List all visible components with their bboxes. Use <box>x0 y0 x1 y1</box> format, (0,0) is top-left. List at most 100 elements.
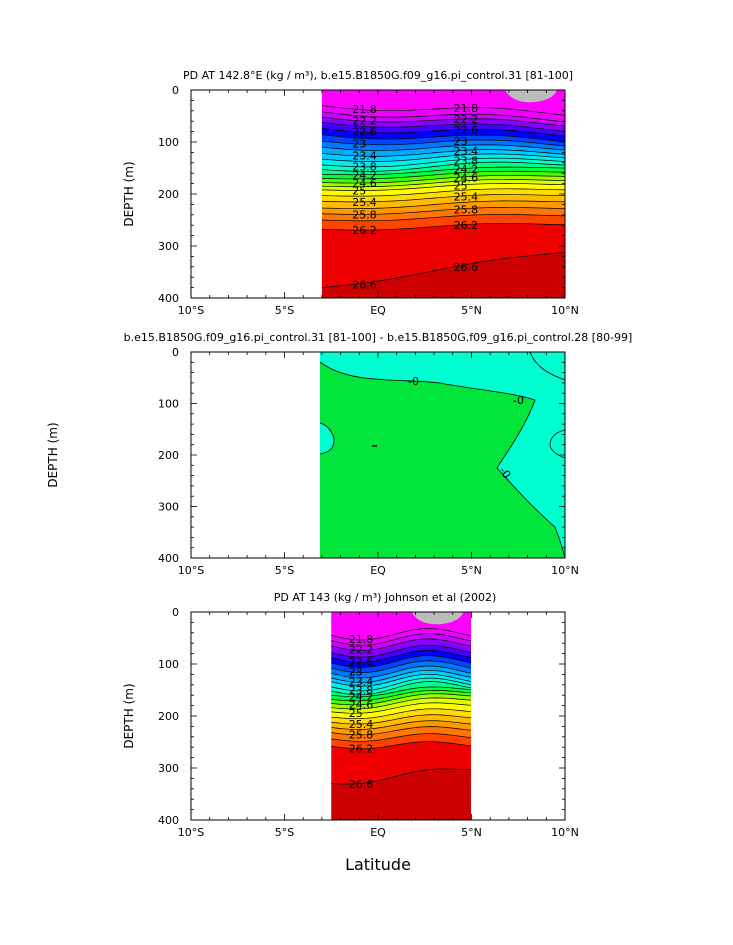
contour-label: 23.8 <box>352 161 377 174</box>
contour-label: 24.6 <box>349 699 374 712</box>
isopycnal-line <box>321 134 565 143</box>
contour-label: 24.2 <box>349 691 374 704</box>
y-tick-label: 400 <box>158 292 179 305</box>
panel2-ylabel: DEPTH (m) <box>46 422 60 487</box>
y-tick-label: 100 <box>158 398 179 411</box>
x-tick-label: 10°S <box>178 564 204 577</box>
density-band <box>331 628 471 646</box>
density-band <box>331 726 471 742</box>
density-band <box>321 200 565 215</box>
density-band <box>331 681 471 697</box>
x-tick-label: 5°S <box>275 826 294 839</box>
isopycnal-line <box>331 741 471 750</box>
density-band <box>331 702 471 719</box>
x-tick-label: 10°N <box>551 564 579 577</box>
isopycnal-line <box>321 111 565 123</box>
density-band <box>321 167 565 179</box>
x-tick-label: 5°N <box>461 564 482 577</box>
contour-label: 23 <box>454 135 468 148</box>
isopycnal-line <box>331 726 471 736</box>
isopycnal-line <box>321 179 565 188</box>
contour-label: 26.2 <box>454 219 479 232</box>
density-band <box>321 158 565 172</box>
panel-model-difference: b.e15.B1850G.f09_g16.pi_control.31 [81-1… <box>46 331 632 577</box>
x-tick-label: 10°N <box>551 304 579 317</box>
density-band <box>321 105 565 122</box>
x-axis-label: Latitude <box>345 855 411 874</box>
isopycnal-line <box>331 633 471 646</box>
panel1-axes: 10°S 5°S EQ 5°N 10°N 0 100 200 300 400 <box>158 84 579 317</box>
isopycnal-line <box>321 251 565 288</box>
density-band <box>331 660 471 678</box>
density-band <box>321 214 565 231</box>
x-tick-label: 5°N <box>461 826 482 839</box>
missing-data-patch <box>411 612 464 625</box>
isopycnal-line <box>331 689 471 702</box>
density-band <box>331 666 471 683</box>
contour-label: 22.2 <box>352 114 377 127</box>
panel2-contour-lines <box>320 352 565 558</box>
isopycnal-line <box>321 116 565 127</box>
density-band <box>321 207 565 221</box>
isopycnal-line <box>331 708 471 720</box>
contour-label: 23.4 <box>349 676 374 689</box>
panel2-negative-region-top <box>320 352 565 558</box>
contour-label: 23 <box>349 666 363 679</box>
contour-label: 21.8 <box>352 103 377 116</box>
panel2-contour-label: -0 <box>408 375 419 388</box>
isopycnal-line <box>331 665 471 679</box>
panel3-ylabel: DEPTH (m) <box>122 683 136 748</box>
isopycnal-line <box>321 128 565 137</box>
panel2-zero-line-topright <box>529 352 565 381</box>
panel2-contour-label: -0 <box>513 394 524 407</box>
contour-label: 25 <box>352 184 366 197</box>
y-tick-label: 400 <box>158 814 179 827</box>
isopycnal-line <box>331 674 471 687</box>
isopycnal-line <box>321 149 565 157</box>
density-band <box>321 171 565 184</box>
isopycnal-line <box>321 200 565 209</box>
isopycnal-line <box>321 175 565 184</box>
isopycnal-line <box>321 223 565 231</box>
panel2-axes: 10°S 5°S EQ 5°N 10°N 0 100 200 300 400 <box>158 346 579 577</box>
density-band <box>331 693 471 709</box>
x-tick-label: EQ <box>370 826 386 839</box>
panel2-negative-region-left <box>320 423 334 454</box>
contour-label: 25 <box>349 707 363 720</box>
density-band <box>331 697 471 714</box>
density-band <box>321 179 565 191</box>
isopycnal-line <box>331 677 471 692</box>
density-band <box>331 708 471 725</box>
density-band <box>331 741 471 785</box>
panel1-title: PD AT 142.8°E (kg / m³), b.e15.B1850G.f0… <box>183 69 573 82</box>
panel-model-density: PD AT 142.8°E (kg / m³), b.e15.B1850G.f0… <box>122 69 579 317</box>
density-band <box>321 153 565 167</box>
density-band <box>331 645 471 663</box>
density-band <box>321 252 565 298</box>
panel2-title: b.e15.B1850G.f09_g16.pi_control.31 [81-1… <box>124 331 633 344</box>
density-band <box>321 128 565 142</box>
isopycnal-line <box>331 714 471 725</box>
density-band <box>321 149 565 162</box>
y-tick-label: 100 <box>158 658 179 671</box>
x-tick-label: 5°N <box>461 304 482 317</box>
contour-label: 24.2 <box>352 169 377 182</box>
y-tick-label: 300 <box>158 240 179 253</box>
density-band <box>331 733 471 749</box>
contour-label: 26.6 <box>352 278 377 291</box>
density-band <box>321 134 565 146</box>
density-band <box>321 162 565 175</box>
y-tick-label: 200 <box>158 188 179 201</box>
contour-label: 25.4 <box>352 196 377 209</box>
y-tick-label: 0 <box>172 84 179 97</box>
contour-label: 25.4 <box>454 191 479 204</box>
density-band <box>321 183 565 197</box>
contour-label: 24.6 <box>454 172 479 185</box>
isopycnal-line <box>331 681 471 696</box>
isopycnal-line <box>321 207 565 215</box>
panel3-title: PD AT 143 (kg / m³) Johnson et al (2002) <box>274 591 497 604</box>
panel1-contour-labels: 21.822.222.62323.423.824.224.62525.425.8… <box>352 102 478 291</box>
density-band <box>321 90 565 116</box>
isopycnal-line <box>331 660 471 674</box>
density-band <box>331 655 471 673</box>
